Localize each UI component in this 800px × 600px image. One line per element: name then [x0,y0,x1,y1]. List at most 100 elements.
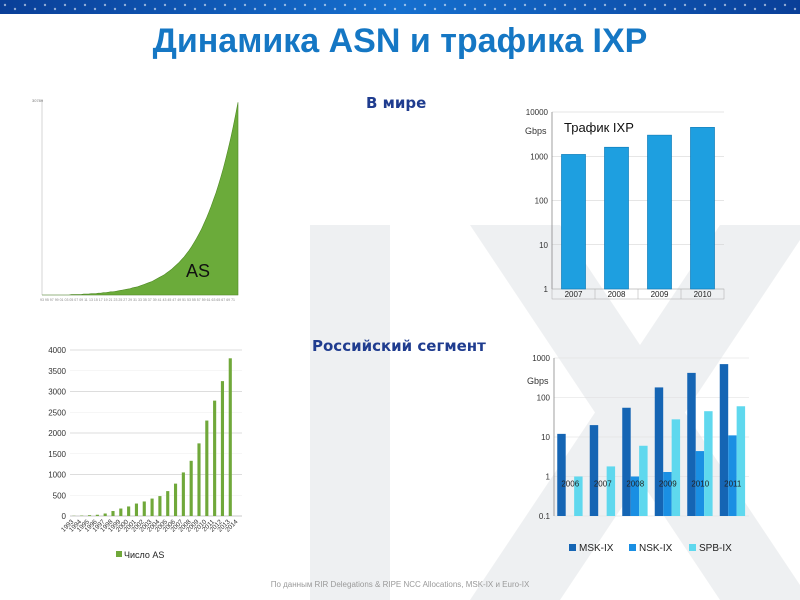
band-dot [183,3,187,7]
band-dot [713,7,717,11]
area-x-tick-label: 21 [109,298,113,302]
ixp-y-tick-label: 1000 [530,152,548,161]
ru-ixp-x-tick-label: 2011 [724,480,742,489]
band-dot [443,3,447,7]
asn-area-series [42,102,239,296]
asn-y-tick-label: 3000 [48,388,66,397]
ixp-unit-label: Gbps [525,126,547,136]
band-dot [493,7,497,11]
band-dot [683,3,687,7]
asn-bar [103,513,107,516]
ru-ixp-legend-swatch [689,544,696,551]
ru-ixp-bar-msk-ix [719,364,729,516]
ru-ixp-bar-nsk-ix [630,476,640,516]
asn-bar [134,503,139,516]
ru-ixp-bar-msk-ix [654,387,664,516]
band-dot [663,3,667,7]
ru-ixp-x-tick-label: 2009 [659,480,677,489]
world-section-label: В мире [366,94,427,112]
area-x-tick-label: 23 [114,298,118,302]
ru-ixp-bar-spb-ix [671,419,681,516]
slide-footer-source: По данным RIR Delegations & RIPE NCC All… [270,580,530,589]
band-dot [633,7,637,11]
band-dot [733,7,737,11]
ru-ixp-y-tick-label: 1000 [532,354,550,363]
ru-ixp-bar-spb-ix [704,411,713,516]
band-dot [123,3,127,7]
ixp-bar [604,146,629,290]
area-x-tick-label: 07 [74,298,78,302]
ru-ixp-bar-nsk-ix [663,471,672,516]
band-dot [33,7,37,11]
band-dot [173,7,177,11]
band-dot [13,7,17,11]
band-dot [73,7,77,11]
band-dot [503,3,507,7]
area-x-tick-label: 45 [167,298,171,302]
ixp-bar [561,154,586,290]
area-x-tick-label: 37 [148,298,152,302]
ru-ixp-legend-label: SPB-IX [699,543,732,554]
band-dot [293,7,297,11]
ixp-bar [647,134,672,290]
area-x-tick-label: 31 [133,298,137,302]
area-x-tick-label: 09 [79,298,83,302]
band-dot [623,3,627,7]
band-dot [453,7,457,11]
ru-ixp-x-tick-label: 2007 [594,480,612,489]
area-x-tick-label: 67 [221,298,225,302]
band-dot [383,3,387,7]
area-x-tick-label: 15 [94,298,98,302]
band-dot [243,3,247,7]
area-x-tick-label: 63 [212,298,216,302]
band-dot [223,3,227,7]
asn-y-tick-label: 2500 [48,408,66,417]
asn-bar [220,381,225,516]
ru-ixp-x-tick-label: 2008 [626,480,644,489]
band-dot [723,3,727,7]
band-dot [63,3,67,7]
russia-ixp-traffic-chart: 0.1 1 10 100 1000 2006 2007 2008 2009 2010 2011 G… [527,354,749,554]
area-x-tick-label: 01 [60,298,64,302]
band-dot [113,7,117,11]
area-x-tick-label: 05 [69,298,73,302]
band-dot [573,7,577,11]
band-dot [373,7,377,11]
world-asn-area-chart: 93 95 97 99 01 03 05 07 09 11 13 15 17 19 21 23 25 27 29 31… [32,98,239,302]
ixp-x-tick-label: 2010 [694,290,712,299]
band-dot [203,3,207,7]
band-dot [653,7,657,11]
band-dot [673,7,677,11]
ru-ixp-bar-msk-ix [622,407,631,516]
area-x-tick-label: 65 [216,298,220,302]
asn-y-tick-label: 500 [53,491,67,500]
band-dot [603,3,607,7]
band-dot [693,7,697,11]
ixp-chart-title: Трафик IXP [564,120,634,135]
asn-bar [158,496,162,516]
ru-ixp-bar-nsk-ix [728,435,737,516]
band-dot [703,3,707,7]
asn-bar [119,508,123,516]
band-dot [483,3,487,7]
area-x-tick-label: 19 [104,298,108,302]
band-dot [583,3,587,7]
asn-y-tick-label: 4000 [48,346,66,355]
band-dot [613,7,617,11]
area-x-tick-label: 39 [153,298,157,302]
area-x-tick-label: 29 [128,298,132,302]
band-dot [403,3,407,7]
band-dot [743,3,747,7]
band-dot [323,3,327,7]
area-x-tick-label: 11 [84,298,88,302]
band-dot [413,7,417,11]
area-x-tick-label: 35 [143,298,147,302]
asn-bar [87,515,92,516]
band-dot [523,3,527,7]
area-x-tick-label: 47 [172,298,176,302]
ru-ixp-y-tick-label: 100 [537,394,551,403]
russia-ixp-unit-label: Gbps [527,376,549,386]
area-x-tick-label: 99 [55,298,59,302]
asn-bar [95,514,99,516]
